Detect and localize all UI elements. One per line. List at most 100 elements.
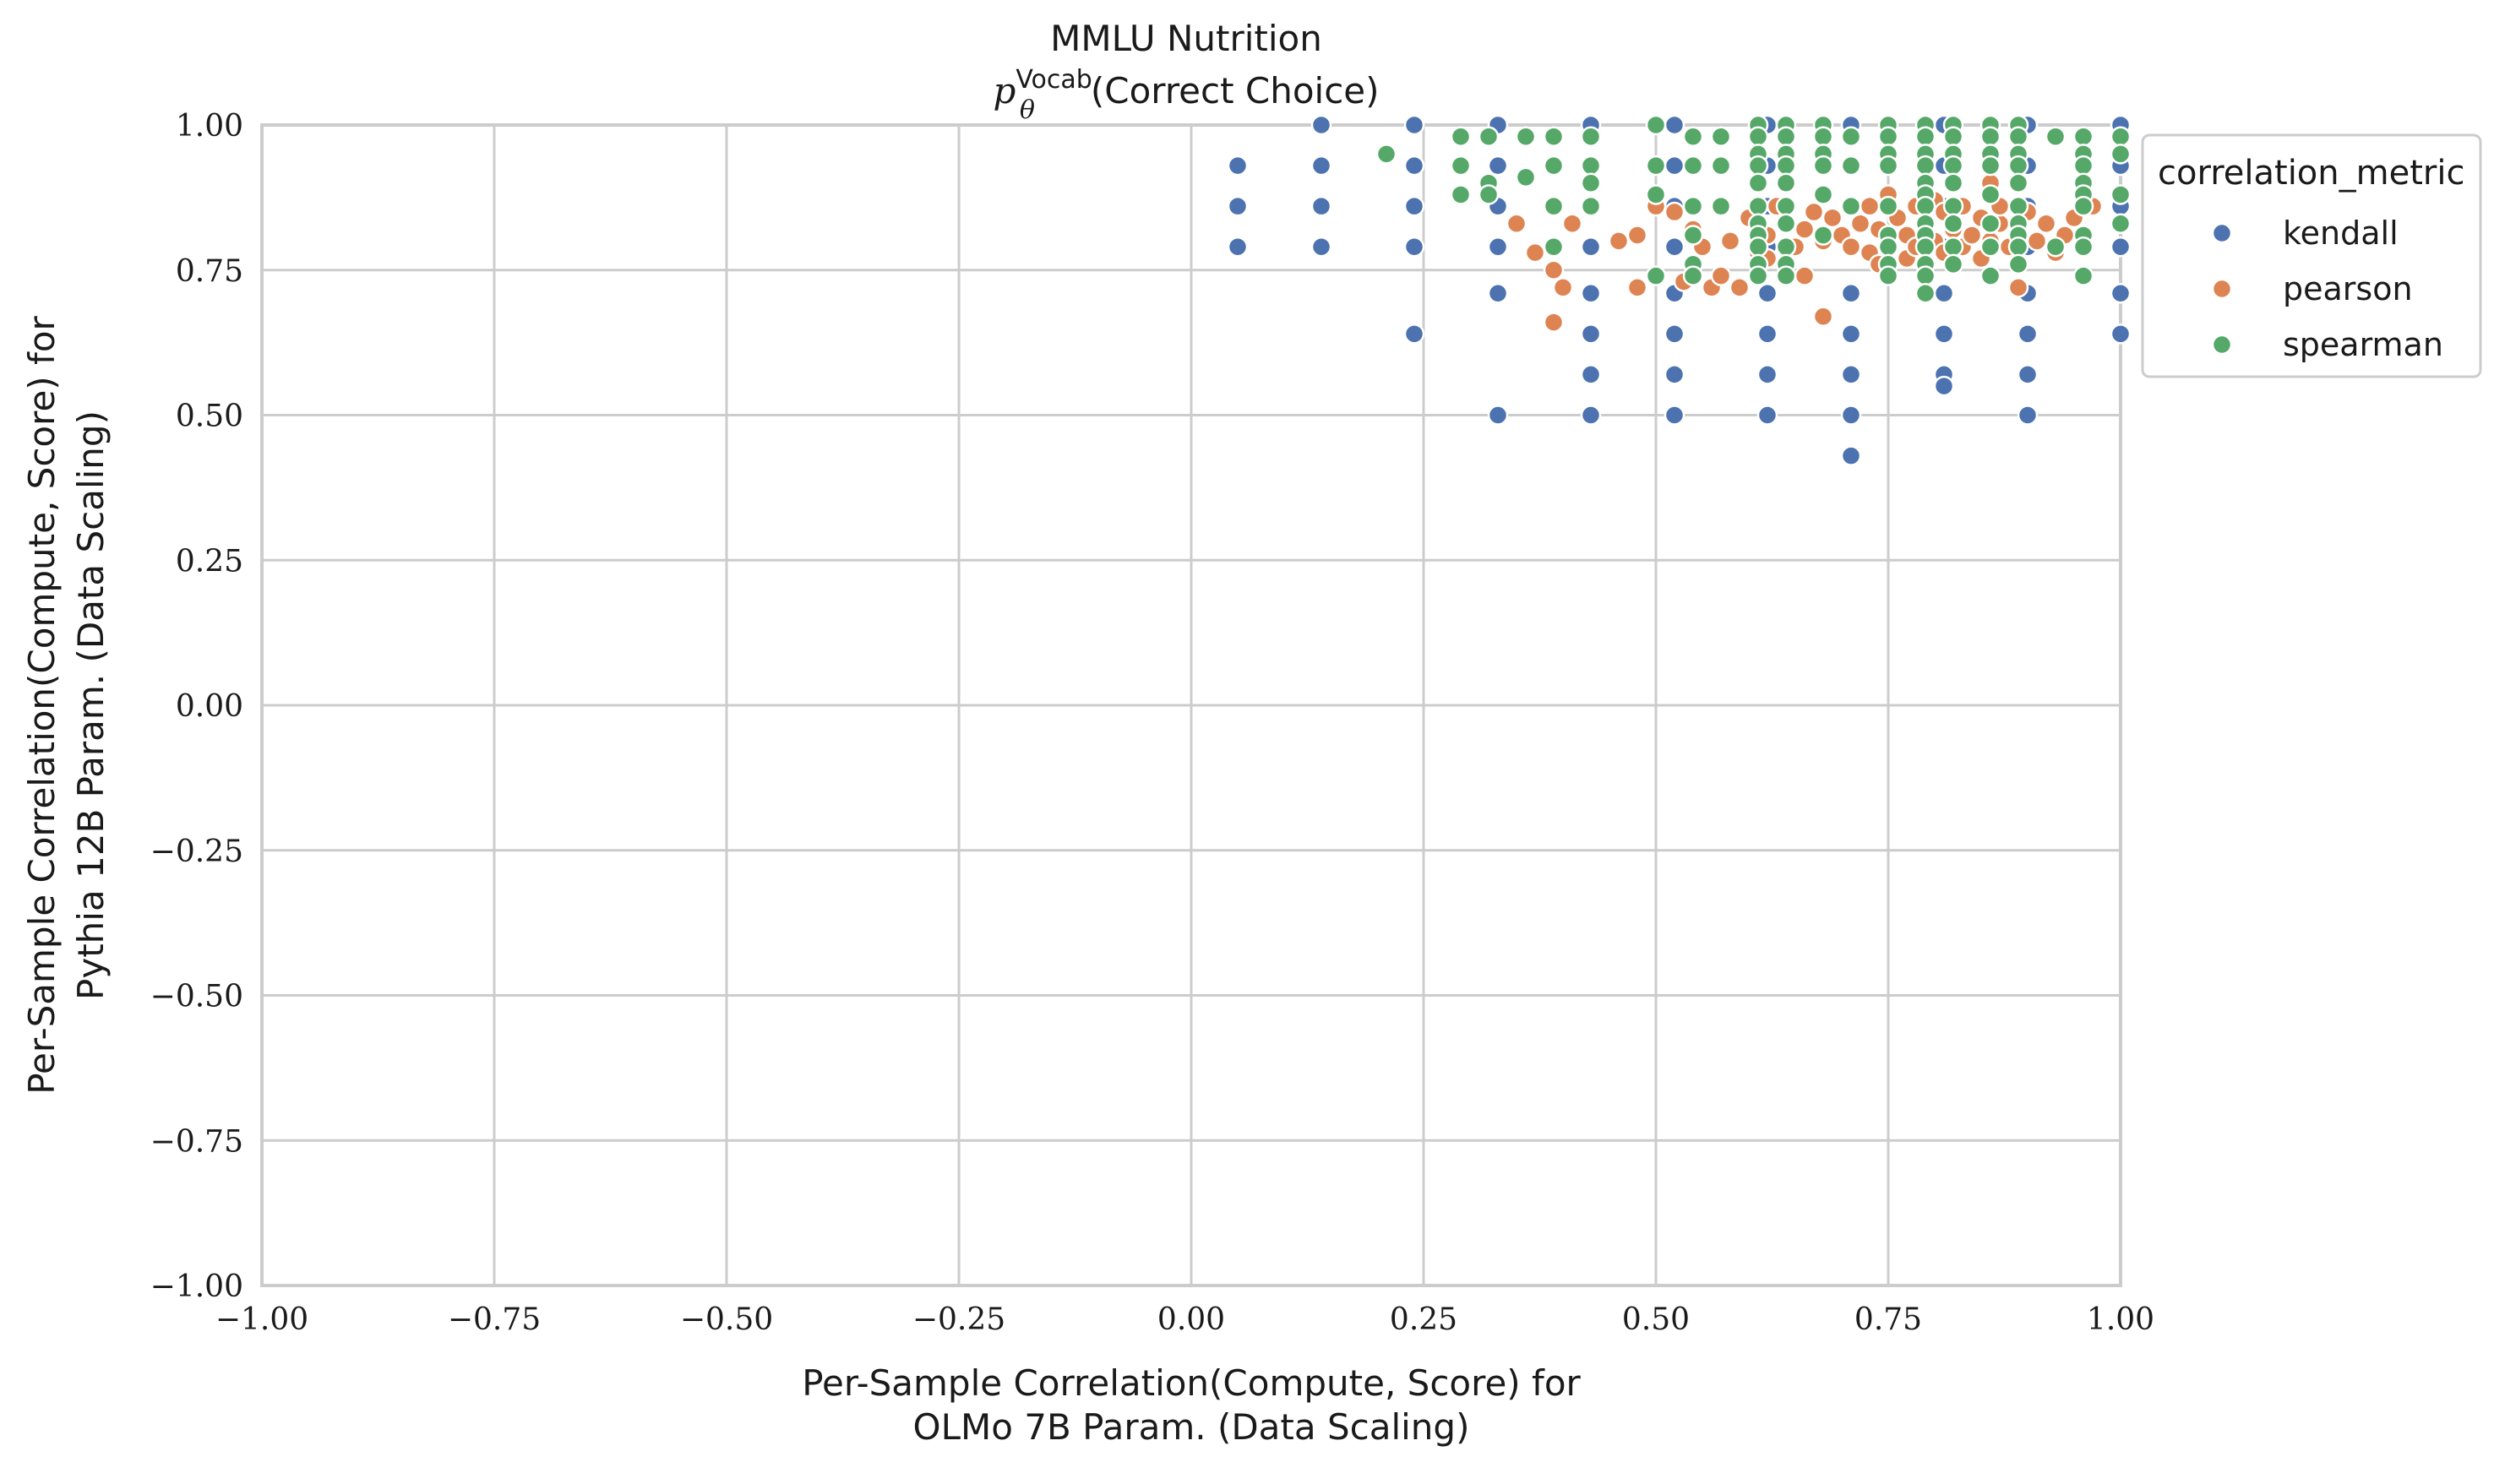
legend-label-pearson: pearson [2283, 270, 2413, 307]
pearson-point [1710, 265, 1732, 286]
spearman-point [1979, 184, 2001, 205]
kendall-point [1580, 236, 1602, 258]
spearman-point [1877, 265, 1899, 286]
legend-marker-pearson [2211, 278, 2233, 300]
pearson-point [1524, 242, 1546, 264]
y-axis-label: Per-Sample Correlation(Compute, Score) f… [21, 315, 112, 1094]
kendall-point [1756, 405, 1778, 426]
kendall-point [1756, 282, 1778, 304]
spearman-point [1942, 195, 1964, 217]
pearson-point [2035, 213, 2057, 235]
kendall-point [1840, 364, 1862, 385]
axes-frame [260, 123, 2122, 1287]
spearman-point [2110, 126, 2132, 147]
spearman-point [1812, 155, 1834, 177]
chart-title-group: MMLU Nutrition pVocab θ (Correct Choice) [993, 18, 1379, 125]
spearman-point [1979, 126, 2001, 147]
pearson-point [1626, 277, 1648, 298]
spearman-point [1747, 155, 1769, 177]
y-axis-label-line: Pythia 12B Param. (Data Scaling) [70, 410, 112, 1000]
pearson-point [1719, 231, 1741, 252]
kendall-point [1487, 282, 1509, 304]
kendall-point [1756, 323, 1778, 345]
spearman-point [1747, 195, 1769, 217]
kendall-point [1310, 236, 1332, 258]
spearman-point [1682, 195, 1704, 217]
spearman-point [1840, 126, 1862, 147]
kendall-point [1664, 236, 1685, 258]
spearman-point [1775, 213, 1797, 235]
spearman-point [1543, 236, 1565, 258]
kendall-point [2110, 236, 2132, 258]
spearman-point [2007, 172, 2029, 193]
spearman-point [1942, 236, 1964, 258]
spearman-point [2110, 144, 2132, 165]
pearson-point [1859, 195, 1881, 217]
y-tick-label: 0.75 [176, 254, 243, 289]
spearman-point [1580, 195, 1602, 217]
x-tick-label: 0.50 [1622, 1302, 1690, 1337]
kendall-point [2017, 364, 2039, 385]
spearman-point [1914, 195, 1936, 217]
spearman-point [1645, 184, 1667, 205]
pearson-point [2026, 231, 2048, 252]
kendall-point [1403, 236, 1425, 258]
points-layer [1227, 114, 2132, 466]
pearson-point [1840, 236, 1862, 258]
pearson-point [1849, 213, 1871, 235]
pearson-point [1821, 207, 1843, 229]
chart-title: MMLU Nutrition [1050, 18, 1322, 59]
legend-marker-kendall [2211, 222, 2233, 244]
x-tick-label: −0.50 [680, 1302, 773, 1337]
spearman-point [1942, 155, 1964, 177]
spearman-point [2007, 236, 2029, 258]
x-tick-label: −0.75 [448, 1302, 541, 1337]
spearman-point [2045, 236, 2067, 258]
spearman-point [1515, 126, 1537, 147]
spearman-point [1747, 236, 1769, 258]
spearman-point [1942, 172, 1964, 193]
spearman-point [1478, 184, 1500, 205]
spearman-point [1375, 144, 1397, 165]
spearman-point [1450, 126, 1472, 147]
spearman-point [2072, 126, 2094, 147]
spearman-point [1979, 213, 2001, 235]
y-axis-ticks: 1.00 0.75 0.50 0.25 0.00 −0.25 −0.50 −0.75 −1.00 [150, 109, 243, 1304]
spearman-point [1450, 184, 1472, 205]
subtitle-subscript: θ [1020, 95, 1035, 125]
spearman-point [1840, 195, 1862, 217]
pearson-point [1561, 213, 1583, 235]
kendall-point [1487, 405, 1509, 426]
pearson-point [1552, 277, 1574, 298]
spearman-point [1747, 126, 1769, 147]
spearman-point [2072, 236, 2094, 258]
x-tick-label: 0.75 [1854, 1302, 1922, 1337]
kendall-point [1227, 195, 1249, 217]
x-tick-label: 0.25 [1390, 1302, 1457, 1337]
pearson-point [1794, 265, 1816, 286]
spearman-point [1942, 126, 1964, 147]
pearson-point [1812, 306, 1834, 327]
pearson-point [1506, 213, 1527, 235]
y-tick-label: 1.00 [176, 109, 243, 144]
legend-marker-spearman [2211, 334, 2233, 356]
kendall-point [1403, 323, 1425, 345]
y-tick-label: −1.00 [150, 1269, 243, 1304]
spearman-point [1580, 155, 1602, 177]
kendall-point [1840, 445, 1862, 466]
spearman-point [1747, 172, 1769, 193]
kendall-point [1403, 195, 1425, 217]
x-axis-ticks: −1.00 −0.75 −0.50 −0.25 0.00 0.25 0.50 0.75 1.00 [215, 1302, 2154, 1337]
spearman-point [1942, 253, 1964, 275]
spearman-point [1710, 155, 1732, 177]
spearman-point [2045, 126, 2067, 147]
spearman-point [1775, 172, 1797, 193]
kendall-point [1310, 155, 1332, 177]
kendall-point [1933, 375, 1955, 397]
spearman-point [1645, 265, 1667, 286]
x-tick-label: 0.00 [1157, 1302, 1225, 1337]
subtitle-superscript: Vocab [1016, 65, 1092, 95]
kendall-point [1664, 114, 1685, 136]
